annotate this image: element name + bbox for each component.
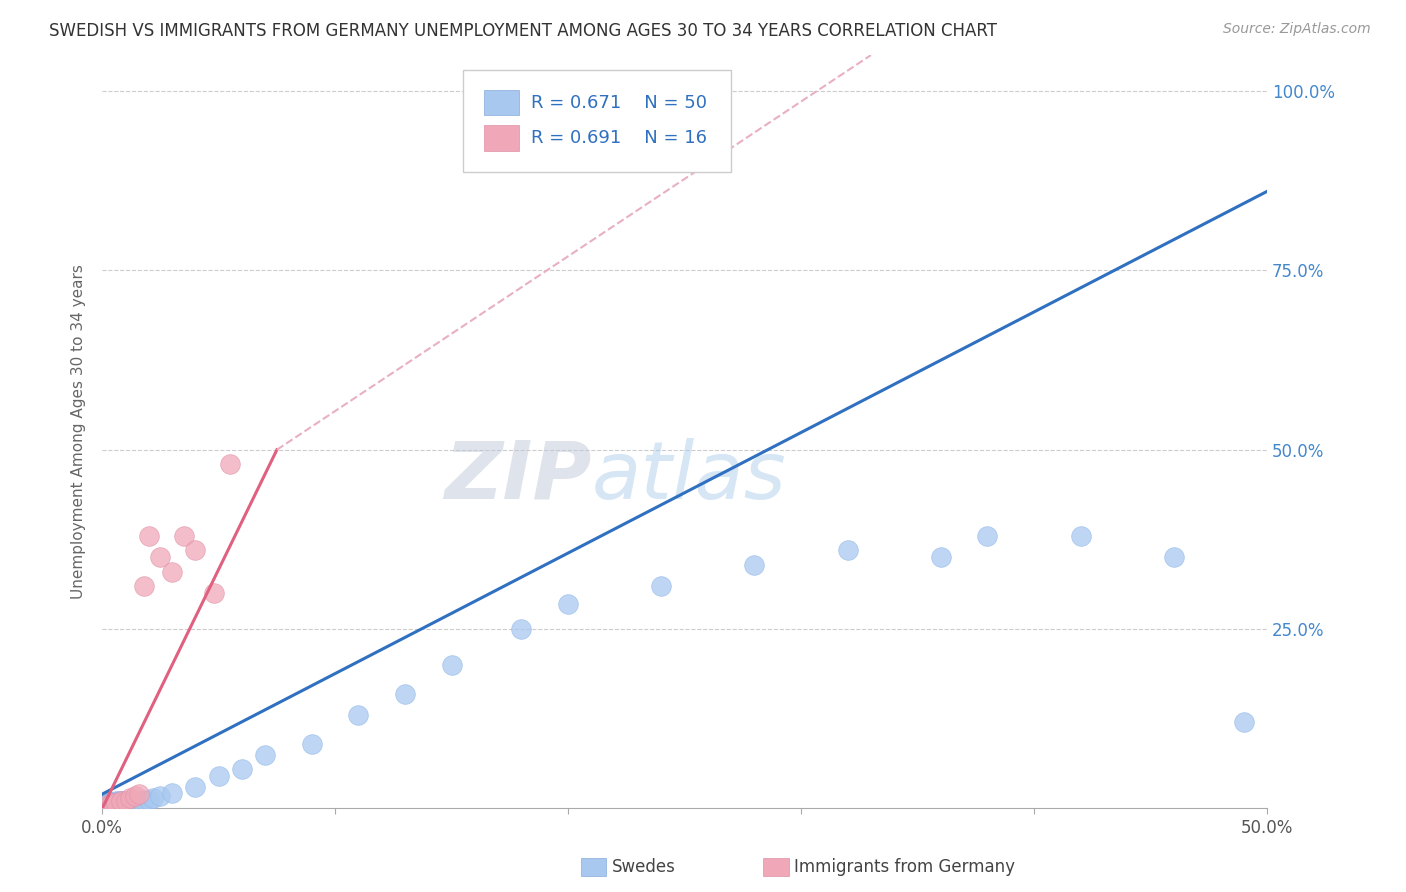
Point: [231, 762, 253, 776]
Point: [173, 529, 195, 543]
Point: [650, 579, 672, 593]
Y-axis label: Unemployment Among Ages 30 to 34 years: Unemployment Among Ages 30 to 34 years: [72, 264, 86, 599]
Point: [557, 597, 579, 611]
Point: [301, 737, 323, 751]
Point: [105, 794, 128, 808]
Point: [1163, 550, 1185, 565]
Text: atlas: atlas: [592, 438, 786, 516]
Point: [160, 786, 183, 800]
Point: [202, 586, 225, 600]
Text: R = 0.691    N = 16: R = 0.691 N = 16: [531, 129, 707, 147]
Point: [138, 529, 160, 543]
Point: [121, 794, 143, 808]
Text: ZIP: ZIP: [444, 438, 592, 516]
Point: [149, 789, 172, 803]
Point: [114, 794, 136, 808]
Point: [134, 793, 156, 807]
Text: Immigrants from Germany: Immigrants from Germany: [794, 858, 1015, 876]
Point: [208, 769, 231, 783]
Point: [103, 795, 125, 809]
Point: [149, 550, 172, 565]
Point: [131, 793, 153, 807]
Point: [107, 794, 129, 808]
Point: [127, 794, 149, 808]
Point: [1232, 715, 1254, 730]
Point: [124, 795, 146, 809]
Point: [929, 550, 952, 565]
Point: [254, 747, 277, 762]
Point: [440, 657, 463, 672]
Point: [105, 797, 128, 811]
Point: [124, 789, 146, 803]
Point: [128, 794, 150, 808]
Point: [1070, 529, 1092, 543]
Point: [219, 457, 242, 471]
Point: [100, 796, 122, 810]
Text: Swedes: Swedes: [612, 858, 675, 876]
Bar: [484, 125, 519, 151]
Point: [114, 797, 136, 811]
Point: [120, 795, 142, 809]
Point: [105, 796, 128, 810]
Point: [110, 794, 132, 808]
Point: [96, 797, 118, 812]
Point: [120, 790, 142, 805]
Point: [134, 579, 156, 593]
Point: [98, 797, 121, 812]
Point: [510, 622, 533, 636]
Text: SWEDISH VS IMMIGRANTS FROM GERMANY UNEMPLOYMENT AMONG AGES 30 TO 34 YEARS CORREL: SWEDISH VS IMMIGRANTS FROM GERMANY UNEMP…: [49, 22, 997, 40]
Point: [110, 794, 132, 808]
Point: [142, 791, 165, 805]
Point: [184, 780, 207, 794]
Point: [100, 795, 122, 809]
Point: [96, 797, 118, 812]
Point: [112, 796, 135, 810]
Point: [96, 796, 118, 810]
Point: [103, 797, 125, 812]
Point: [114, 794, 136, 808]
Point: [160, 565, 183, 579]
Text: R = 0.671    N = 50: R = 0.671 N = 50: [531, 94, 707, 112]
Point: [98, 796, 121, 810]
Point: [837, 543, 859, 558]
Point: [744, 558, 766, 572]
Point: [976, 529, 998, 543]
Point: [138, 793, 160, 807]
Point: [117, 796, 139, 810]
Point: [93, 797, 115, 811]
Point: [394, 687, 416, 701]
Point: [100, 797, 122, 811]
FancyBboxPatch shape: [463, 70, 731, 172]
Bar: [484, 90, 519, 115]
Point: [107, 796, 129, 810]
Point: [347, 708, 370, 723]
Point: [184, 543, 207, 558]
Point: [93, 797, 115, 812]
Point: [110, 797, 132, 811]
Point: [128, 787, 150, 801]
Text: Source: ZipAtlas.com: Source: ZipAtlas.com: [1223, 22, 1371, 37]
Point: [112, 793, 135, 807]
